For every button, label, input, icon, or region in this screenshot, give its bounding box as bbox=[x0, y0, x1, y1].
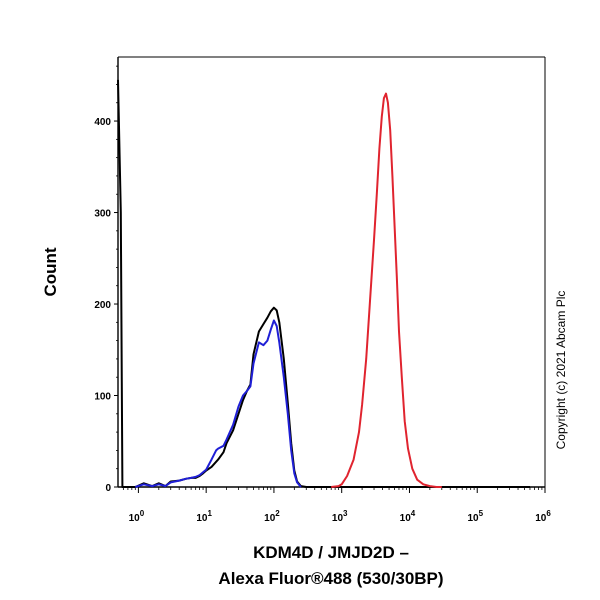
series-line-2 bbox=[134, 319, 302, 488]
x-tick-label: 105 bbox=[467, 509, 483, 524]
y-tick-label: 200 bbox=[94, 300, 111, 311]
x-tick-label: 103 bbox=[332, 509, 348, 524]
x-axis-label-line1: KDM4D / JMJD2D – bbox=[253, 543, 409, 562]
y-tick-label: 300 bbox=[94, 209, 111, 220]
x-tick-label: 100 bbox=[129, 509, 145, 524]
series-line-3 bbox=[331, 92, 442, 488]
x-axis-label-line2: Alexa Fluor®488 (530/30BP) bbox=[218, 569, 443, 588]
x-axis-ticks: 100 101 102 103 104 105 106 bbox=[122, 487, 551, 524]
y-tick-label: 0 bbox=[105, 483, 111, 494]
x-tick-label: 101 bbox=[196, 509, 212, 524]
plot-frame bbox=[117, 56, 546, 488]
x-tick-label: 102 bbox=[264, 509, 280, 524]
series-layer bbox=[117, 79, 530, 488]
y-tick-label: 100 bbox=[94, 392, 111, 403]
y-axis-ticks: 0 100 200 300 400 bbox=[94, 65, 118, 494]
x-tick-label: 104 bbox=[400, 509, 416, 524]
y-tick-label: 400 bbox=[94, 117, 111, 128]
copyright-annotation: Copyright (c) 2021 Abcam Plc bbox=[554, 291, 568, 450]
y-axis-label: Count bbox=[41, 247, 60, 296]
series-line-1 bbox=[117, 79, 530, 488]
x-tick-label: 106 bbox=[535, 509, 551, 524]
